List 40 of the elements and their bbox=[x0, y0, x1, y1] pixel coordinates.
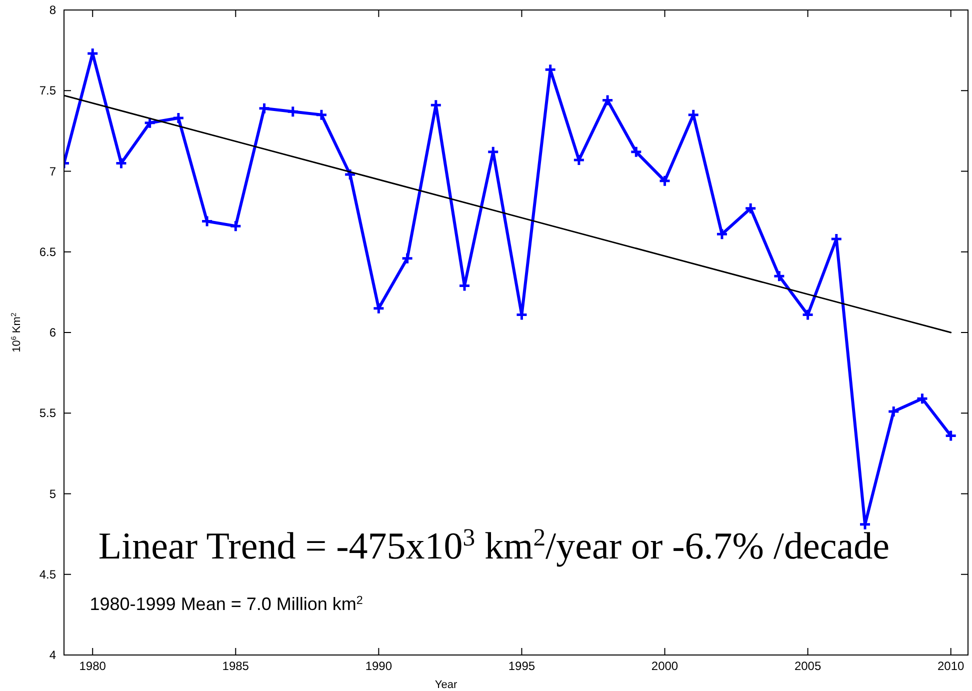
point bbox=[716, 228, 728, 240]
point bbox=[630, 146, 642, 158]
y-tick-label: 5 bbox=[49, 486, 56, 501]
point bbox=[286, 105, 300, 118]
y-tick-label: 4 bbox=[49, 648, 56, 662]
point bbox=[802, 308, 814, 322]
point bbox=[658, 174, 672, 188]
point bbox=[372, 302, 385, 315]
point bbox=[944, 429, 958, 442]
point bbox=[687, 108, 700, 122]
point bbox=[229, 220, 242, 232]
y-tick-label: 4.5 bbox=[39, 567, 56, 582]
point bbox=[401, 252, 414, 265]
point bbox=[172, 112, 185, 124]
annotation: 1980-1999 Mean = 7.0 Million km$^{2}$ bbox=[90, 593, 363, 614]
x-tick-label: 1995 bbox=[508, 659, 536, 673]
point bbox=[887, 405, 900, 418]
x-tick-label: 1980 bbox=[79, 659, 106, 673]
x-tick-label: 2010 bbox=[937, 659, 965, 673]
point bbox=[572, 154, 586, 166]
y-tick-label: 7.5 bbox=[39, 84, 56, 98]
point bbox=[258, 102, 271, 115]
x-tick-label: 1985 bbox=[222, 659, 250, 673]
x-tick-label: 2000 bbox=[651, 659, 678, 673]
x-axis-title: Year bbox=[434, 679, 458, 691]
annotation: Linear Trend = -475x10$^{3}$ km$^{2}$/year or -6.7% /decade bbox=[98, 524, 890, 568]
point bbox=[772, 270, 786, 282]
point bbox=[916, 392, 928, 405]
x-tick-label: 2005 bbox=[794, 659, 822, 673]
point bbox=[744, 202, 757, 215]
y-tick-label: 7 bbox=[49, 164, 56, 178]
x-tick-label: 1990 bbox=[365, 659, 392, 673]
y-tick-label: 5.5 bbox=[39, 406, 56, 420]
y-tick-label: 8 bbox=[49, 3, 56, 17]
point bbox=[315, 108, 328, 122]
point bbox=[200, 214, 214, 228]
y-tick-label: 6 bbox=[49, 326, 56, 340]
y-tick-label: 6.5 bbox=[39, 244, 56, 259]
point bbox=[114, 156, 128, 170]
point bbox=[601, 94, 614, 107]
